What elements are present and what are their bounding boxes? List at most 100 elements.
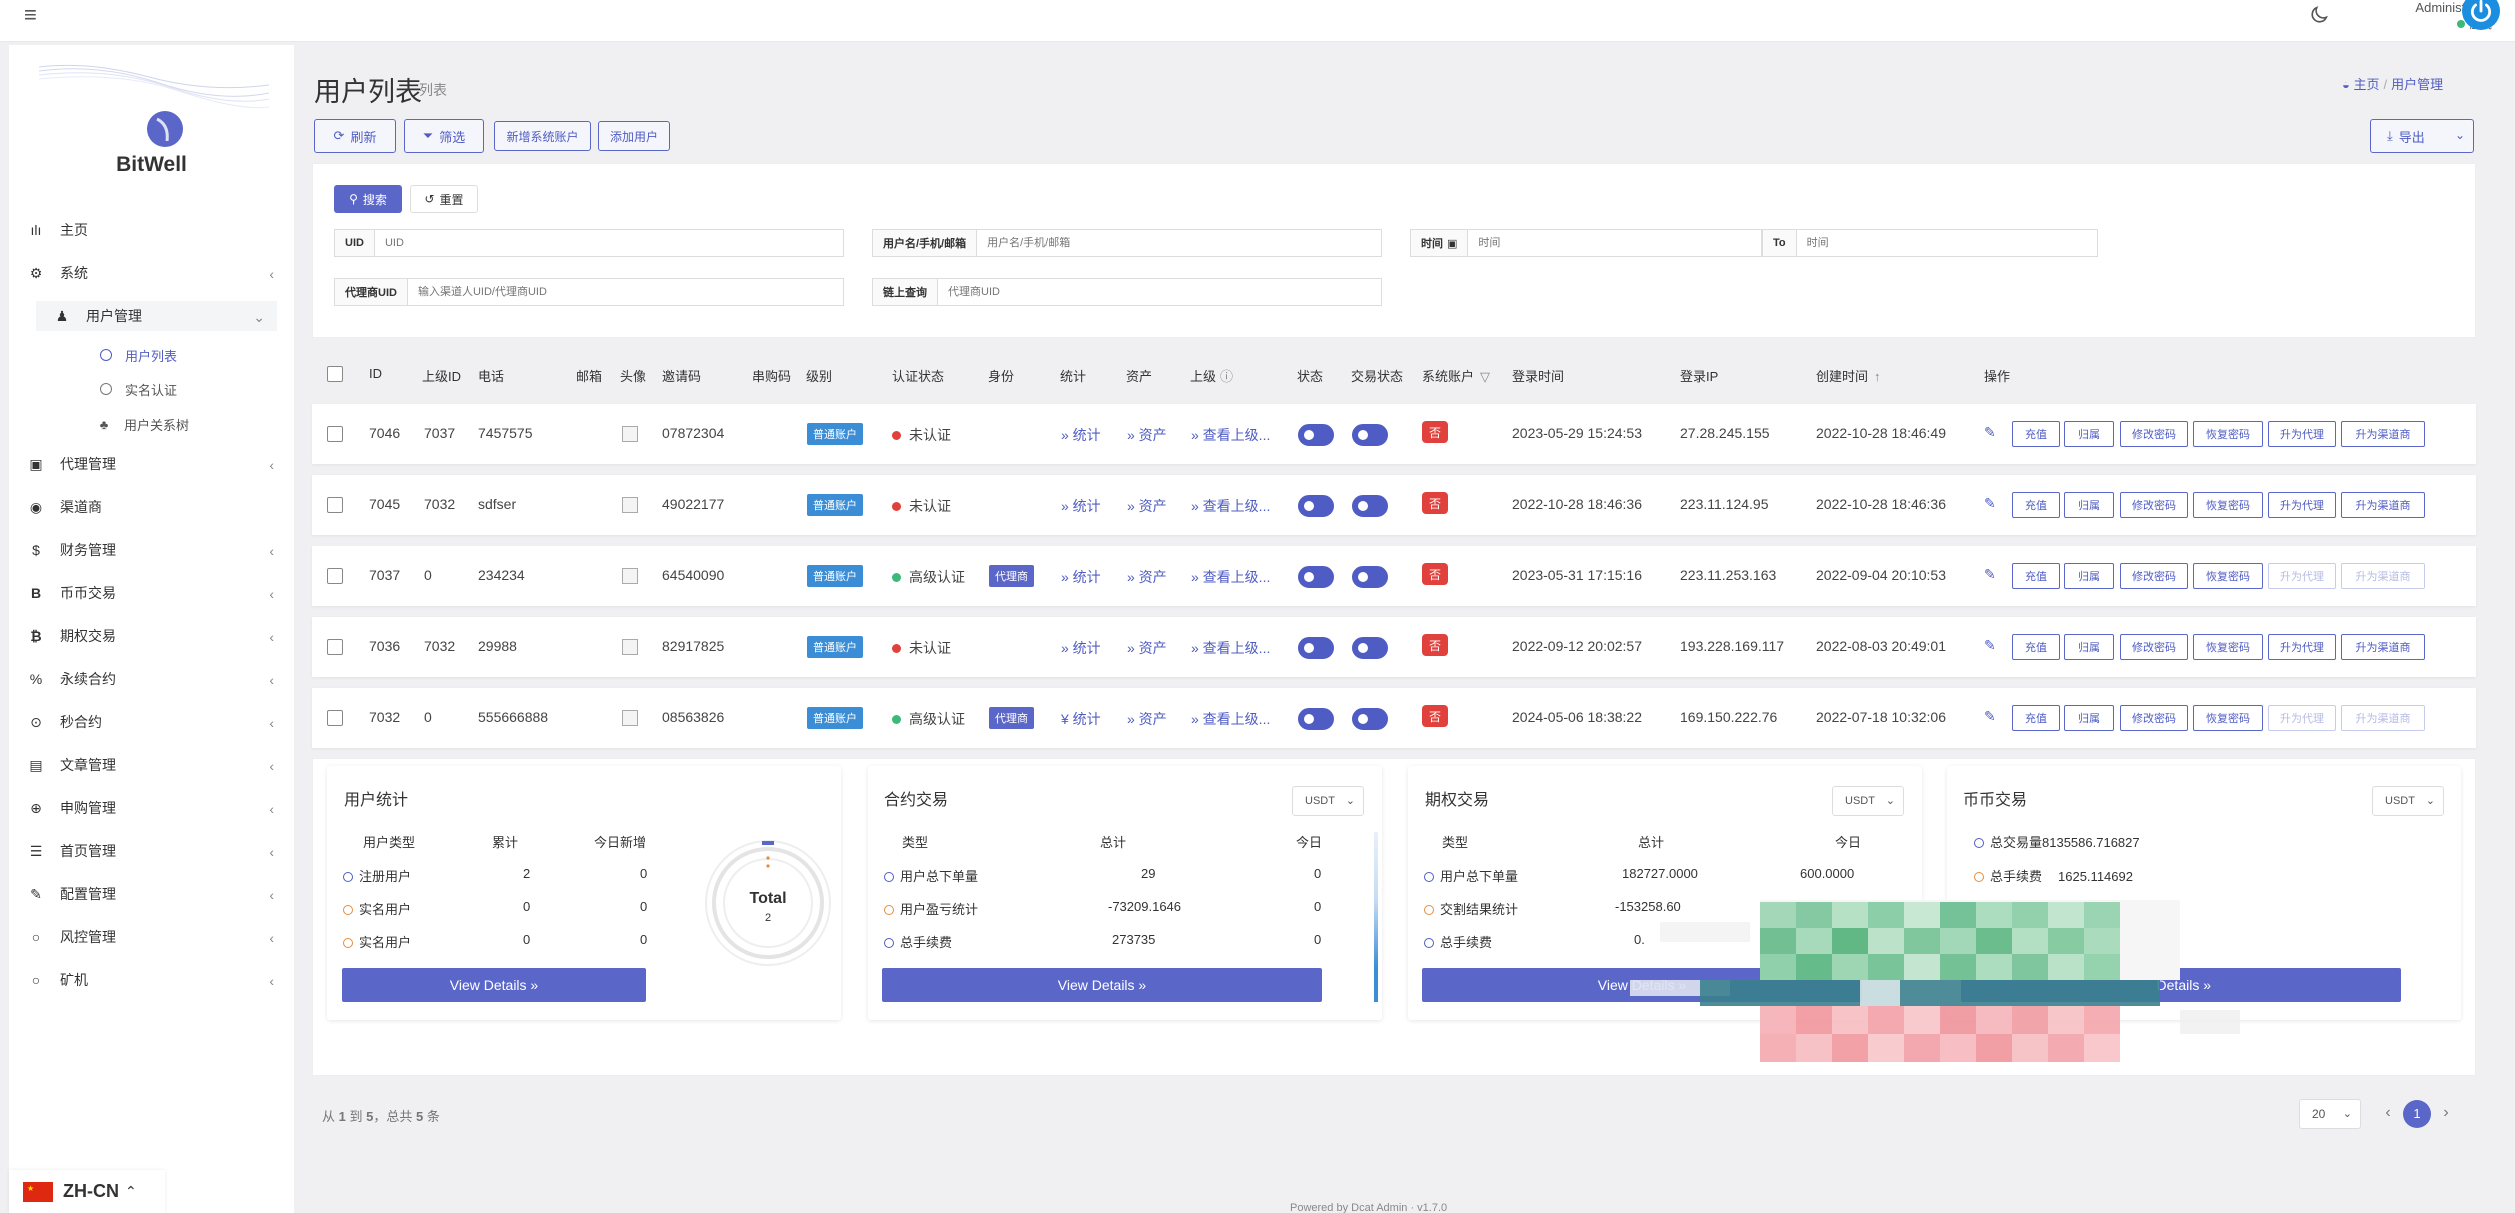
row-checkbox[interactable] xyxy=(327,639,343,655)
trade-status-toggle[interactable] xyxy=(1352,708,1388,730)
stats-link[interactable]: ¥ 统计 xyxy=(1061,711,1101,727)
status-toggle[interactable] xyxy=(1298,495,1334,517)
time-from-input[interactable] xyxy=(1468,237,1761,249)
currency-select[interactable]: USDT ⌄ xyxy=(1832,786,1904,816)
column-header[interactable]: 状态 xyxy=(1297,369,1324,384)
chain-query-input[interactable] xyxy=(938,286,1381,298)
sidebar-item-miner[interactable]: ○ 矿机 ‹ xyxy=(26,965,286,995)
reset-password-button[interactable]: 恢复密码 xyxy=(2193,492,2263,518)
column-header[interactable]: 上级ID xyxy=(422,369,462,384)
assets-link[interactable]: » 资产 xyxy=(1127,498,1167,514)
stats-link[interactable]: » 统计 xyxy=(1061,498,1101,514)
next-page-button[interactable]: › xyxy=(2443,1104,2449,1121)
status-toggle[interactable] xyxy=(1298,566,1334,588)
assets-link[interactable]: » 资产 xyxy=(1127,640,1167,656)
column-header[interactable]: 交易状态 xyxy=(1351,369,1404,384)
select-all-checkbox[interactable] xyxy=(327,366,343,382)
promote-agent-button[interactable]: 升为代理 xyxy=(2268,705,2336,731)
promote-channel-button[interactable]: 升为渠道商 xyxy=(2341,492,2425,518)
change-password-button[interactable]: 修改密码 xyxy=(2120,421,2188,447)
sidebar-item-agents[interactable]: ▣ 代理管理 ‹ xyxy=(26,449,286,479)
assets-link[interactable]: » 资产 xyxy=(1127,569,1167,585)
assign-button[interactable]: 归属 xyxy=(2064,705,2114,731)
sidebar-subitem-relation-tree[interactable]: ♣ 用户关系树 xyxy=(96,412,189,436)
sidebar-item-finance[interactable]: $ 财务管理 ‹ xyxy=(26,535,286,565)
promote-channel-button[interactable]: 升为渠道商 xyxy=(2341,421,2425,447)
user-stats-view-details-button[interactable]: View Details » xyxy=(342,968,646,1002)
sidebar-item-second-contract[interactable]: ⊙ 秒合约 ‹ xyxy=(26,707,286,737)
change-password-button[interactable]: 修改密码 xyxy=(2120,492,2188,518)
stats-link[interactable]: » 统计 xyxy=(1061,427,1101,443)
currency-select[interactable]: USDT ⌄ xyxy=(2372,786,2444,816)
status-toggle[interactable] xyxy=(1298,424,1334,446)
change-password-button[interactable]: 修改密码 xyxy=(2120,563,2188,589)
sidebar-item-risk[interactable]: ○ 风控管理 ‹ xyxy=(26,922,286,952)
sidebar-subitem-real-name[interactable]: 实名认证 xyxy=(100,377,177,401)
edit-icon[interactable]: ✎ xyxy=(1984,566,1996,582)
promote-agent-button[interactable]: 升为代理 xyxy=(2268,492,2336,518)
reset-password-button[interactable]: 恢复密码 xyxy=(2193,563,2263,589)
assets-link[interactable]: » 资产 xyxy=(1127,711,1167,727)
add-system-account-button[interactable]: 新增系统账户 xyxy=(494,121,591,151)
view-superior-link[interactable]: » 查看上级... xyxy=(1191,427,1271,443)
status-toggle[interactable] xyxy=(1298,708,1334,730)
column-header[interactable]: 电话 xyxy=(478,369,505,384)
per-page-select[interactable]: 20 ⌄ xyxy=(2299,1099,2361,1129)
recharge-button[interactable]: 充值 xyxy=(2012,421,2060,447)
uid-input[interactable] xyxy=(374,237,843,249)
assign-button[interactable]: 归属 xyxy=(2064,634,2114,660)
sidebar-item-config[interactable]: ✎ 配置管理 ‹ xyxy=(26,879,286,909)
sort-up-icon[interactable]: ↑ xyxy=(1874,369,1881,384)
sidebar-item-options[interactable]: ₿ 期权交易 ‹ xyxy=(26,621,286,651)
column-header[interactable]: 系统账户 ▽ xyxy=(1422,369,1491,384)
trade-status-toggle[interactable] xyxy=(1352,495,1388,517)
column-header[interactable]: ID xyxy=(369,366,382,381)
trade-status-toggle[interactable] xyxy=(1352,637,1388,659)
sidebar-item-system[interactable]: ⚙ 系统 ‹ xyxy=(26,258,286,288)
avatar[interactable] xyxy=(2462,0,2500,30)
stats-link[interactable]: » 统计 xyxy=(1061,569,1101,585)
edit-icon[interactable]: ✎ xyxy=(1984,495,1996,511)
add-user-button[interactable]: 添加用户 xyxy=(598,121,670,151)
trade-status-toggle[interactable] xyxy=(1352,424,1388,446)
sidebar-item-home[interactable]: ılı 主页 xyxy=(26,215,286,245)
stats-link[interactable]: » 统计 xyxy=(1061,640,1101,656)
row-checkbox[interactable] xyxy=(327,497,343,513)
row-checkbox[interactable] xyxy=(327,426,343,442)
recharge-button[interactable]: 充值 xyxy=(2012,705,2060,731)
assets-link[interactable]: » 资产 xyxy=(1127,427,1167,443)
column-header[interactable]: 登录时间 xyxy=(1512,369,1565,384)
view-superior-link[interactable]: » 查看上级... xyxy=(1191,711,1271,727)
language-switcher[interactable]: ★ ZH-CN ⌃ xyxy=(9,1170,165,1213)
user-input[interactable] xyxy=(977,237,1381,249)
currency-select[interactable]: USDT ⌄ xyxy=(1292,786,1364,816)
trade-status-toggle[interactable] xyxy=(1352,566,1388,588)
sidebar-item-homepage[interactable]: ☰ 首页管理 ‹ xyxy=(26,836,286,866)
agent-uid-input[interactable] xyxy=(407,286,843,298)
promote-channel-button[interactable]: 升为渠道商 xyxy=(2341,634,2425,660)
sidebar-item-spot[interactable]: B 币币交易 ‹ xyxy=(26,578,286,608)
sidebar-item-perpetual[interactable]: % 永续合约 ‹ xyxy=(26,664,286,694)
sidebar-item-channel[interactable]: ◉ 渠道商 xyxy=(26,492,286,522)
column-header[interactable]: 资产 xyxy=(1126,369,1153,384)
view-superior-link[interactable]: » 查看上级... xyxy=(1191,569,1271,585)
column-header[interactable]: 登录IP xyxy=(1680,369,1719,384)
reset-password-button[interactable]: 恢复密码 xyxy=(2193,421,2263,447)
recharge-button[interactable]: 充值 xyxy=(2012,634,2060,660)
change-password-button[interactable]: 修改密码 xyxy=(2120,634,2188,660)
view-superior-link[interactable]: » 查看上级... xyxy=(1191,498,1271,514)
row-checkbox[interactable] xyxy=(327,568,343,584)
promote-channel-button[interactable]: 升为渠道商 xyxy=(2341,705,2425,731)
filter-button[interactable]: ⏷ 筛选 xyxy=(404,119,484,153)
column-header[interactable]: 创建时间 ↑ xyxy=(1816,369,1881,384)
promote-agent-button[interactable]: 升为代理 xyxy=(2268,563,2336,589)
filter-icon[interactable]: ▽ xyxy=(1480,369,1491,384)
column-header[interactable]: 头像 xyxy=(620,369,647,384)
reset-password-button[interactable]: 恢复密码 xyxy=(2193,705,2263,731)
edit-icon[interactable]: ✎ xyxy=(1984,708,1996,724)
reset-password-button[interactable]: 恢复密码 xyxy=(2193,634,2263,660)
promote-channel-button[interactable]: 升为渠道商 xyxy=(2341,563,2425,589)
column-header[interactable]: 邀请码 xyxy=(662,369,702,384)
column-header[interactable]: 级别 xyxy=(806,369,833,384)
refresh-button[interactable]: ⟳ 刷新 xyxy=(314,119,396,153)
